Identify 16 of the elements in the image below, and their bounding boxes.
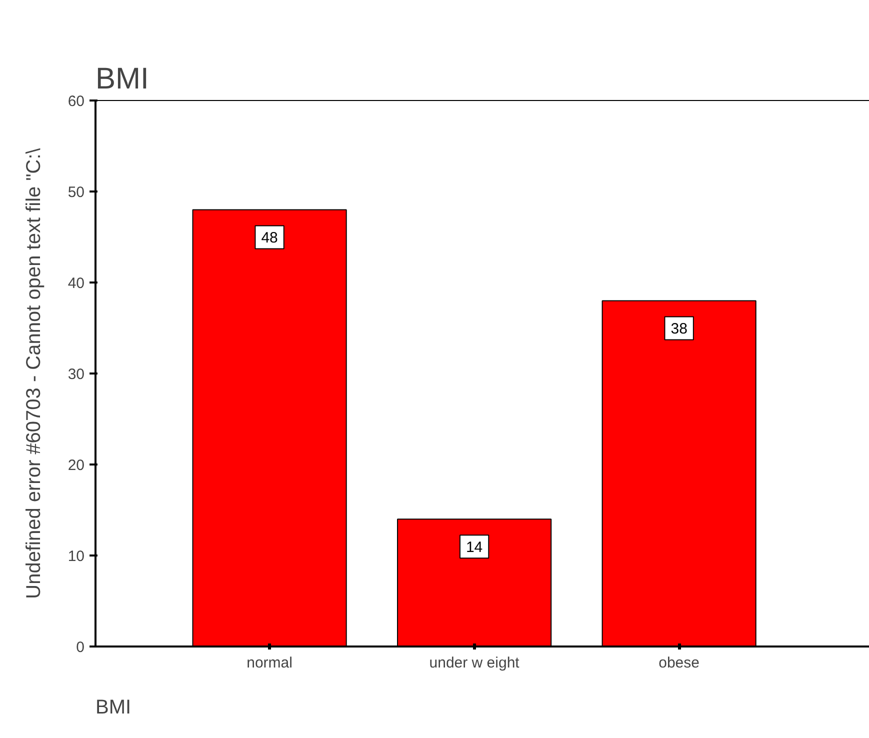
chart-title: BMI [96, 62, 149, 96]
x-tick-label: normal [246, 654, 292, 672]
y-tick-label: 40 [68, 275, 85, 292]
y-tick-label: 60 [68, 93, 85, 110]
y-axis-title: Undefined error #60703 - Cannot open text file "C:\ [22, 148, 45, 599]
data-label: 38 [670, 320, 688, 338]
x-axis-title: BMI [96, 696, 132, 718]
x-tick-label: under w eight [429, 654, 520, 672]
y-tick-label: 0 [76, 639, 84, 656]
data-label: 14 [466, 539, 483, 556]
y-tick-label: 10 [68, 548, 85, 565]
y-tick-label: 30 [68, 366, 85, 383]
y-tick-label: 20 [68, 457, 85, 474]
data-label: 48 [261, 230, 278, 247]
y-tick-label: 50 [68, 184, 85, 201]
x-tick-label: obese [658, 654, 700, 672]
